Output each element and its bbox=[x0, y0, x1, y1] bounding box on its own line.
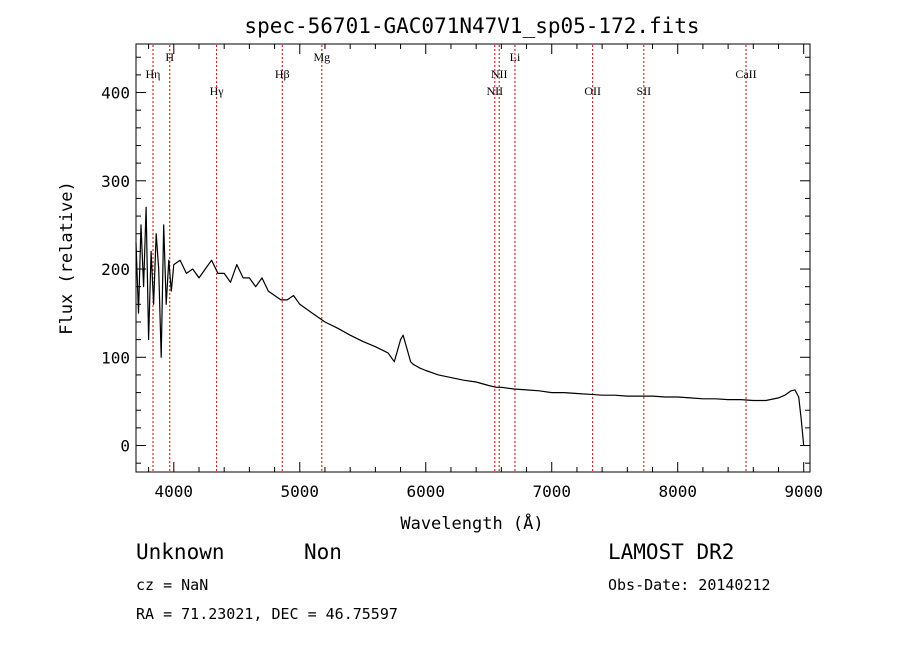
object-class: Unknown bbox=[136, 540, 225, 564]
spectrum-line bbox=[135, 206, 805, 446]
line-marker-label: Hγ bbox=[210, 84, 225, 98]
line-marker-label: OII bbox=[584, 84, 601, 98]
redshift-text: cz = NaN bbox=[136, 576, 208, 594]
obs-date-text: Obs-Date: 20140212 bbox=[608, 576, 771, 594]
spectrum-plot bbox=[135, 206, 805, 446]
y-tick-label: 100 bbox=[101, 348, 130, 367]
object-subclass: Non bbox=[304, 540, 342, 564]
line-marker-label: H bbox=[165, 50, 174, 64]
x-axis-label: Wavelength (Å) bbox=[400, 512, 543, 534]
line-marker-label: SII bbox=[636, 84, 651, 98]
line-marker-label: Hη bbox=[146, 67, 161, 81]
line-marker-label: Mg bbox=[313, 50, 330, 64]
y-tick-label: 0 bbox=[120, 437, 130, 456]
coordinates-text: RA = 71.23021, DEC = 46.75597 bbox=[136, 605, 398, 623]
axis-ticks: 4000 5000 6000 7000 8000 9000 0 100 200 300 400 bbox=[101, 44, 823, 501]
line-marker-label: NII bbox=[491, 67, 508, 81]
x-tick-label: 6000 bbox=[406, 482, 445, 501]
x-tick-label: 8000 bbox=[658, 482, 697, 501]
y-tick-label: 300 bbox=[101, 172, 130, 191]
plot-frame bbox=[135, 43, 811, 473]
line-marker-label: Li bbox=[510, 50, 521, 64]
y-axis-label: Flux (relative) bbox=[57, 181, 77, 335]
x-tick-label: 9000 bbox=[784, 482, 823, 501]
survey-name: LAMOST DR2 bbox=[608, 540, 734, 564]
line-marker-label: CaII bbox=[735, 67, 756, 81]
x-tick-label: 7000 bbox=[532, 482, 571, 501]
y-tick-label: 400 bbox=[101, 84, 130, 103]
y-tick-label: 200 bbox=[101, 260, 130, 279]
line-marker-label: NII bbox=[486, 84, 503, 98]
chart-title: spec-56701-GAC071N47V1_sp05-172.fits bbox=[244, 14, 699, 38]
x-tick-label: 5000 bbox=[281, 482, 320, 501]
x-tick-label: 4000 bbox=[155, 482, 194, 501]
line-marker-label: Hβ bbox=[275, 67, 290, 81]
